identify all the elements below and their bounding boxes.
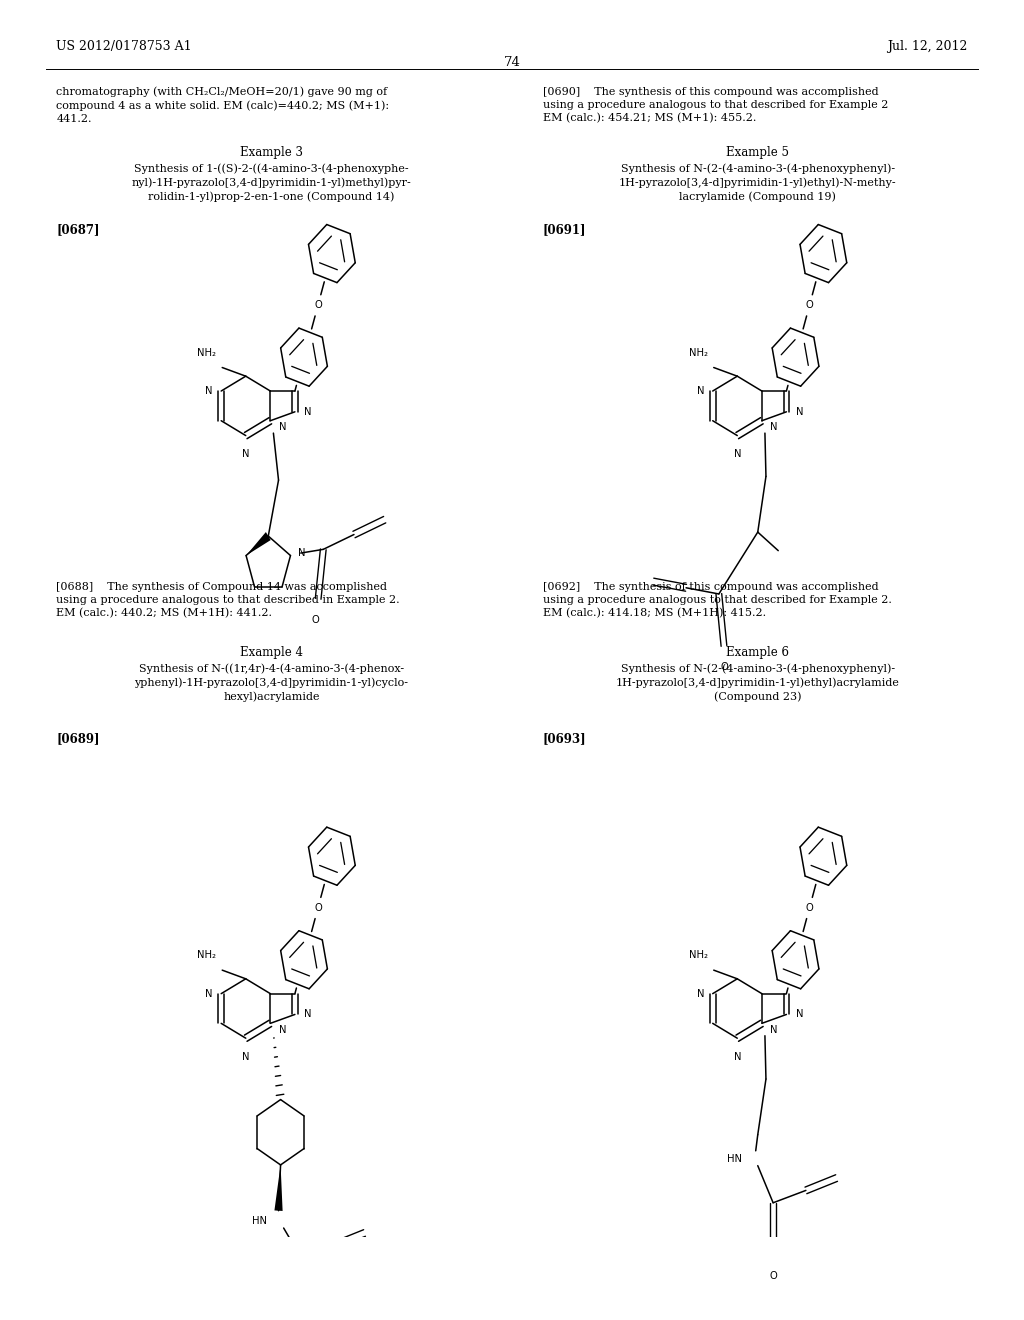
Text: N: N xyxy=(697,385,705,396)
Text: O: O xyxy=(806,301,813,310)
Text: N: N xyxy=(304,407,311,417)
Text: Synthesis of N-(2-(4-amino-3-(4-phenoxyphenyl)-
1H-pyrazolo[3,4-d]pyrimidin-1-yl: Synthesis of N-(2-(4-amino-3-(4-phenoxyp… xyxy=(615,663,900,702)
Text: Synthesis of 1-((S)-2-((4-amino-3-(4-phenoxyphe-
nyl)-1H-pyrazolo[3,4-d]pyrimidi: Synthesis of 1-((S)-2-((4-amino-3-(4-phe… xyxy=(131,164,412,202)
Text: N: N xyxy=(206,385,213,396)
Text: NH₂: NH₂ xyxy=(198,347,216,358)
Text: N: N xyxy=(242,1052,250,1061)
Text: Example 4: Example 4 xyxy=(240,645,303,659)
Text: N: N xyxy=(279,1024,286,1035)
Text: [0687]: [0687] xyxy=(56,223,99,236)
Text: O: O xyxy=(314,903,322,913)
Text: US 2012/0178753 A1: US 2012/0178753 A1 xyxy=(56,40,191,53)
Text: N: N xyxy=(733,449,741,459)
Text: N: N xyxy=(770,422,777,432)
Polygon shape xyxy=(274,1166,283,1210)
Text: Synthesis of N-((1r,4r)-4-(4-amino-3-(4-phenox-
yphenyl)-1H-pyrazolo[3,4-d]pyrim: Synthesis of N-((1r,4r)-4-(4-amino-3-(4-… xyxy=(134,663,409,702)
Text: N: N xyxy=(206,989,213,999)
Text: N: N xyxy=(279,422,286,432)
Text: NH₂: NH₂ xyxy=(198,950,216,960)
Text: NH₂: NH₂ xyxy=(689,347,708,358)
Text: [0689]: [0689] xyxy=(56,733,99,746)
Text: Synthesis of N-(2-(4-amino-3-(4-phenoxyphenyl)-
1H-pyrazolo[3,4-d]pyrimidin-1-yl: Synthesis of N-(2-(4-amino-3-(4-phenoxyp… xyxy=(618,164,897,202)
Text: O: O xyxy=(769,1271,777,1280)
Text: O: O xyxy=(314,301,322,310)
Text: 74: 74 xyxy=(504,55,520,69)
Text: Jul. 12, 2012: Jul. 12, 2012 xyxy=(888,40,968,53)
Text: HN: HN xyxy=(252,1216,267,1225)
Text: [0691]: [0691] xyxy=(543,223,586,236)
Text: N: N xyxy=(242,449,250,459)
Text: [0693]: [0693] xyxy=(543,733,587,746)
Text: Example 3: Example 3 xyxy=(240,147,303,158)
Text: Example 6: Example 6 xyxy=(726,645,790,659)
Text: Example 5: Example 5 xyxy=(726,147,790,158)
Text: N: N xyxy=(697,989,705,999)
Text: O: O xyxy=(806,903,813,913)
Text: HN: HN xyxy=(727,1155,742,1164)
Text: N: N xyxy=(298,548,305,558)
Text: NH₂: NH₂ xyxy=(689,950,708,960)
Text: N: N xyxy=(770,1024,777,1035)
Text: N: N xyxy=(304,1010,311,1019)
Text: N: N xyxy=(733,1052,741,1061)
Text: [0690]    The synthesis of this compound was accomplished
using a procedure anal: [0690] The synthesis of this compound wa… xyxy=(543,87,888,124)
Text: N: N xyxy=(796,1010,803,1019)
Text: chromatography (with CH₂Cl₂/MeOH=20/1) gave 90 mg of
compound 4 as a white solid: chromatography (with CH₂Cl₂/MeOH=20/1) g… xyxy=(56,87,389,124)
Polygon shape xyxy=(246,532,270,556)
Text: [0692]    The synthesis of this compound was accomplished
using a procedure anal: [0692] The synthesis of this compound wa… xyxy=(543,582,892,619)
Text: O: O xyxy=(720,663,728,672)
Text: [0688]    The synthesis of Compound 14 was accomplished
using a procedure analog: [0688] The synthesis of Compound 14 was … xyxy=(56,582,400,619)
Text: N: N xyxy=(796,407,803,417)
Text: O: O xyxy=(311,615,318,624)
